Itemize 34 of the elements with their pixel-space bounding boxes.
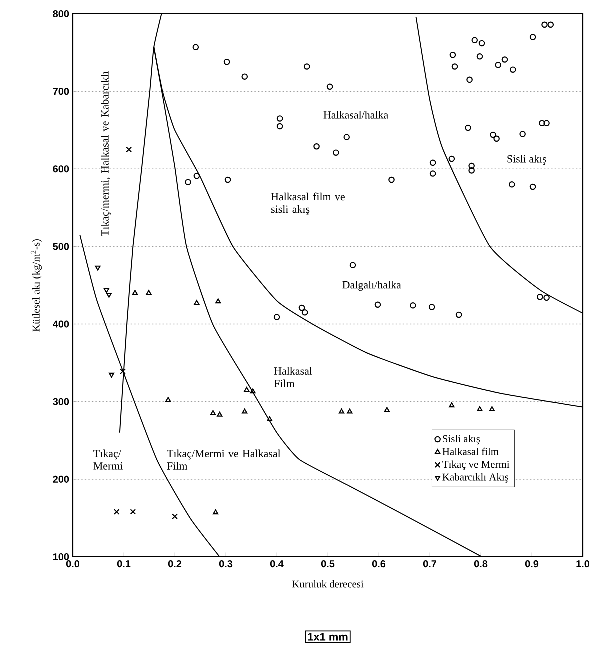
annotation: Halkasal Film [274,367,312,388]
x-tick-label: 0.0 [66,560,80,568]
text: 1x1 mm [308,633,348,641]
x-tick-label: 0.1 [117,560,131,568]
x-axis-title: Kuruluk derecesi [292,580,364,588]
x-tick-label: 0.3 [219,560,233,568]
annotation: Dalgalı/halka [342,281,402,292]
y-tick-label: 100 [53,553,70,561]
y-tick-label: 500 [53,243,70,250]
y-tick-label: 800 [53,10,70,18]
x-tick-label: 0.2 [168,560,182,568]
legend-label: Sisli akış [443,435,480,445]
y-tick-label: 200 [53,476,70,483]
x-tick-label: 0.5 [321,560,335,568]
y-axis-title: Kütlesel akı (kg/m$^{2}$-s) [30,239,42,332]
annotation: Halkasal/halka [324,111,388,119]
annotation: Halkasal film ve sisli akış [271,192,345,216]
annotation: Tıkaç/Mermi ve Halkasal Film [167,450,281,470]
x-tick-label: 0.4 [270,560,284,568]
x-tick-label: 0.7 [423,560,436,568]
x-tick-label: 0.8 [474,560,488,568]
legend-label: Halkasal film [442,448,499,456]
annotation: Tıkaç/mermi, Halkasal ve Kabarcıklı [101,72,112,236]
y-tick-label: 400 [53,320,70,328]
x-tick-label: 1.0 [576,560,590,568]
legend-label: Kabarcıklı Akış [442,473,509,483]
x-tick-label: 0.6 [372,560,386,568]
annotation: Sisli akış [508,155,546,166]
y-tick-label: 700 [53,88,70,96]
y-tick-label: 600 [53,166,70,173]
legend-label: Tıkaç ve Mermi [442,460,510,470]
x-tick-label: 0.9 [525,560,539,568]
annotation: Tıkaç/ Mermi [94,450,124,470]
y-tick-label: 300 [53,398,70,406]
